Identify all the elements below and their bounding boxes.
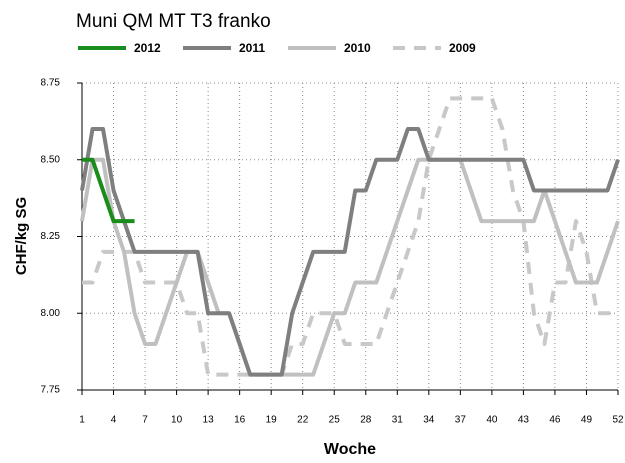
- x-tick-label: 34: [423, 415, 435, 426]
- x-tick-label: 19: [266, 415, 278, 426]
- x-tick-label: 13: [203, 415, 215, 426]
- legend-label: 2010: [344, 41, 371, 55]
- y-tick-label: 8.50: [41, 154, 61, 165]
- x-tick-label: 1: [79, 415, 85, 426]
- legend-label: 2012: [134, 41, 161, 55]
- y-tick-label: 7.75: [41, 385, 61, 396]
- y-tick-label: 8.00: [41, 308, 61, 319]
- line-2010: [80, 157, 620, 377]
- x-tick-label: 40: [486, 415, 498, 426]
- x-tick-label: 10: [171, 415, 183, 426]
- x-tick-label: 37: [455, 415, 467, 426]
- x-axis-label: Woche: [324, 441, 376, 458]
- line-2011: [80, 127, 620, 377]
- x-tick-label: 22: [297, 415, 309, 426]
- y-axis-label: CHF/kg SG: [13, 197, 30, 275]
- line-2009: [82, 96, 618, 377]
- legend-label: 2011: [239, 41, 265, 55]
- x-tick-label: 7: [142, 415, 148, 426]
- y-tick-label: 8.25: [41, 231, 61, 242]
- x-tick-label: 4: [111, 415, 117, 426]
- x-tick-label: 49: [581, 415, 593, 426]
- x-tick-label: 28: [360, 415, 372, 426]
- y-tick-label: 8.75: [41, 78, 61, 89]
- line-2012: [82, 157, 135, 224]
- legend-label: 2009: [449, 41, 476, 55]
- x-tick-label: 25: [329, 415, 341, 426]
- x-tick-label: 31: [392, 415, 404, 426]
- chart-title: Muni QM MT T3 franko: [76, 11, 271, 32]
- x-tick-label: 46: [549, 415, 561, 426]
- x-tick-label: 43: [518, 415, 530, 426]
- x-tick-label: 16: [234, 415, 246, 426]
- x-tick-label: 52: [612, 415, 624, 426]
